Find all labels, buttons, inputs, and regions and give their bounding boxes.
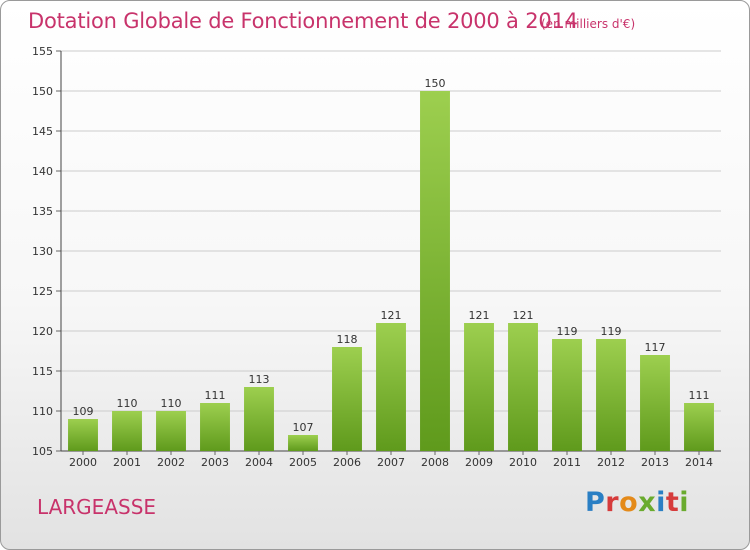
x-tick-label: 2013 [641,456,669,469]
data-label: 118 [337,333,358,346]
x-tick-label: 2011 [553,456,581,469]
data-label: 150 [425,77,446,90]
logo-letter: x [638,487,657,518]
bar [684,403,714,451]
commune-name: LARGEASSE [37,495,157,519]
data-label: 110 [161,397,182,410]
bar [508,323,538,451]
y-tick-label: 125 [32,285,53,298]
bar [112,411,142,451]
chart-title: Dotation Globale de Fonctionnement de 20… [28,9,578,33]
y-tick-label: 115 [32,365,53,378]
data-label: 113 [249,373,270,386]
logo-letter: i [656,487,666,518]
x-tick-label: 2002 [157,456,185,469]
bar [288,435,318,451]
bar [420,91,450,451]
x-tick-label: 2006 [333,456,361,469]
y-tick-label: 110 [32,405,53,418]
bar [596,339,626,451]
x-tick-label: 2001 [113,456,141,469]
y-tick-label: 135 [32,205,53,218]
logo-letter: r [605,487,620,518]
data-label: 109 [73,405,94,418]
logo-letter: o [619,487,639,518]
data-label: 110 [117,397,138,410]
y-tick-label: 120 [32,325,53,338]
bar [332,347,362,451]
data-label: 117 [645,341,666,354]
data-label: 121 [513,309,534,322]
bar [244,387,274,451]
y-tick-label: 150 [32,85,53,98]
x-tick-label: 2008 [421,456,449,469]
bar [552,339,582,451]
x-tick-label: 2000 [69,456,97,469]
data-label: 119 [557,325,578,338]
y-tick-label: 105 [32,445,53,458]
logo-letter: t [665,487,680,518]
x-tick-label: 2003 [201,456,229,469]
x-tick-label: 2010 [509,456,537,469]
x-tick-label: 2005 [289,456,317,469]
data-label: 111 [205,389,226,402]
y-tick-label: 130 [32,245,53,258]
data-label: 121 [381,309,402,322]
x-tick-label: 2012 [597,456,625,469]
x-tick-label: 2007 [377,456,405,469]
logo-letter: i [679,487,690,518]
x-tick-label: 2009 [465,456,493,469]
y-tick-label: 145 [32,125,53,138]
logo-letter: P [585,487,606,518]
data-label: 111 [689,389,710,402]
bar [464,323,494,451]
bar [200,403,230,451]
bar [640,355,670,451]
proxiti-logo: Proxiti [585,487,689,518]
bar [376,323,406,451]
chart-unit: (en milliers d'€) [541,17,636,31]
data-label: 107 [293,421,314,434]
x-tick-label: 2004 [245,456,273,469]
data-label: 121 [469,309,490,322]
y-tick-label: 155 [32,45,53,58]
bar [156,411,186,451]
y-tick-label: 140 [32,165,53,178]
bar [68,419,98,451]
x-tick-label: 2014 [685,456,713,469]
data-label: 119 [601,325,622,338]
